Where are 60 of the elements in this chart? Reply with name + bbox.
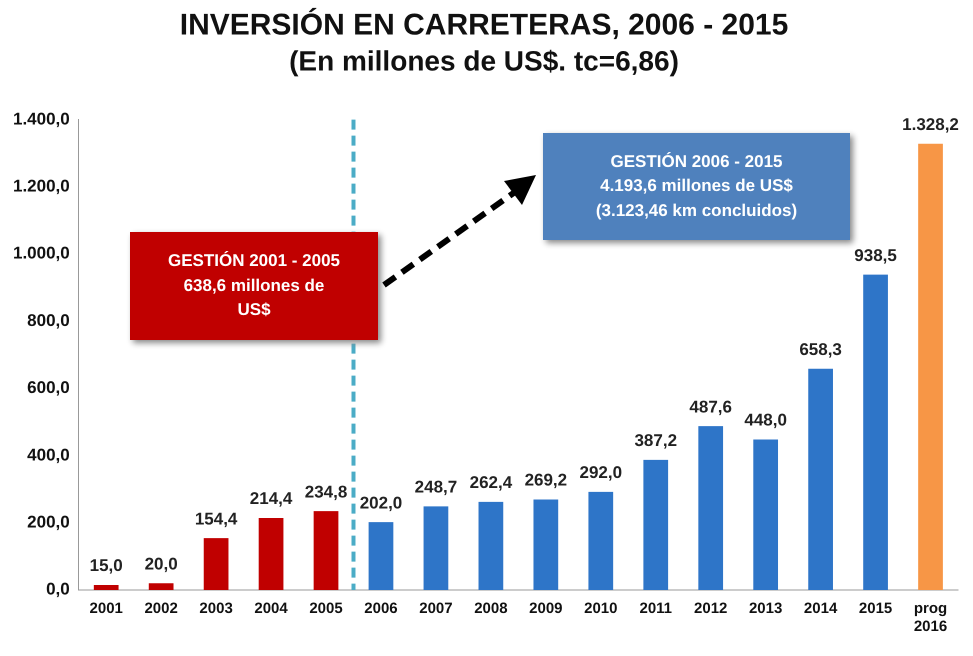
data-label: 202,0 (360, 493, 402, 512)
bar (808, 368, 833, 590)
x-tick-label: 2010 (584, 600, 618, 618)
x-tick-label: 2006 (364, 600, 398, 618)
data-label: 20,0 (144, 554, 178, 574)
y-tick-label: 1.200,0 (12, 176, 70, 196)
x-tick-label: 2007 (419, 600, 453, 618)
y-tick-label: 200,0 (27, 512, 70, 532)
data-label: 15,0 (90, 556, 123, 576)
bar (314, 511, 338, 590)
bar (643, 460, 668, 590)
bar (424, 506, 448, 590)
x-tick-label: 2012 (694, 600, 728, 618)
bar (588, 492, 614, 590)
x-tick-label: 2011 (639, 600, 672, 618)
data-label: 292,0 (580, 463, 622, 482)
bar (148, 583, 174, 590)
y-tick-label: 800,0 (27, 310, 70, 330)
bar (368, 522, 394, 590)
data-label: 448,0 (744, 410, 787, 430)
y-tick-label: 1.000,0 (12, 244, 70, 263)
y-tick-label: 400,0 (27, 445, 70, 464)
bar (863, 274, 888, 590)
data-label: 1.328,2 (902, 114, 959, 134)
chart-title: INVERSIÓN EN CARRETERAS, 2006 - 2015 (180, 7, 788, 42)
data-label: 269,2 (524, 470, 568, 490)
bar (258, 518, 284, 590)
x-tick-label: 2002 (144, 600, 178, 618)
x-tick-label: 2013 (748, 600, 782, 618)
data-label: 387,2 (634, 431, 678, 450)
x-tick-label: prog 2016 (914, 600, 948, 636)
bar (533, 500, 558, 590)
y-tick-label: 600,0 (27, 378, 70, 398)
data-label: 262,4 (470, 473, 513, 492)
x-tick-label: 2009 (529, 600, 563, 618)
data-label: 214,4 (250, 489, 293, 508)
bar (204, 538, 228, 590)
x-tick-label: 2004 (254, 600, 288, 618)
chart-subtitle: (En millones de US$. tc=6,86) (289, 46, 679, 77)
y-tick-label: 1.400,0 (12, 109, 70, 128)
x-tick-label: 2001 (90, 600, 123, 618)
x-tick-label: 2005 (309, 600, 343, 618)
x-tick-label: 2015 (858, 600, 892, 618)
data-label: 658,3 (799, 340, 842, 359)
data-label: 234,8 (304, 482, 348, 502)
note-box: GESTIÓN 2006 - 2015 4.193,6 millones de US$ (3.123,46 km concluidos) (543, 133, 850, 240)
data-label: 154,4 (194, 509, 238, 528)
bar (753, 439, 778, 590)
note-box: GESTIÓN 2001 - 2005 638,6 millones de US$ (130, 232, 378, 340)
bar (918, 144, 943, 590)
x-tick-label: 2003 (199, 600, 233, 618)
bar (698, 426, 724, 590)
y-tick-label: 0,0 (46, 580, 70, 599)
data-label: 938,5 (854, 246, 897, 265)
x-tick-label: 2008 (474, 600, 508, 618)
data-label: 487,6 (689, 397, 732, 416)
data-label: 248,7 (414, 478, 458, 497)
x-tick-label: 2014 (804, 600, 838, 618)
bar (478, 502, 504, 590)
bar (94, 584, 119, 590)
